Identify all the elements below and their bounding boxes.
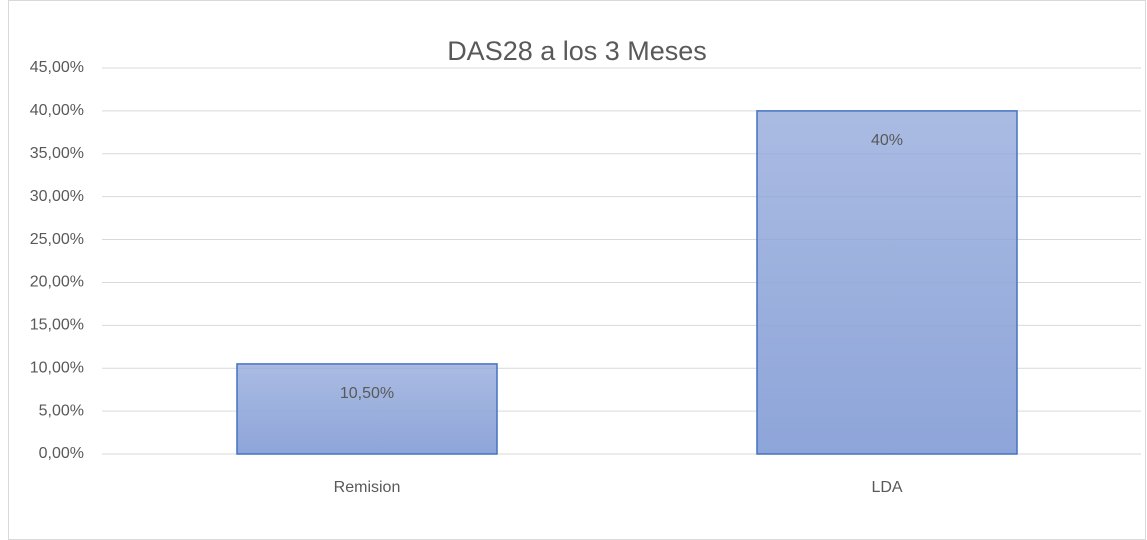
y-tick-label: 0,00% <box>39 445 84 462</box>
x-tick-label: Remision <box>334 479 401 496</box>
y-tick-label: 40,00% <box>30 102 84 119</box>
data-label: 10,50% <box>340 385 394 402</box>
x-tick-label: LDA <box>871 479 902 496</box>
y-tick-label: 45,00% <box>30 59 84 76</box>
y-tick-label: 10,00% <box>30 359 84 376</box>
y-tick-label: 25,00% <box>30 231 84 248</box>
y-tick-label: 20,00% <box>30 274 84 291</box>
y-tick-label: 35,00% <box>30 145 84 162</box>
data-label: 40% <box>871 132 903 149</box>
y-tick-label: 5,00% <box>39 402 84 419</box>
y-tick-label: 15,00% <box>30 317 84 334</box>
bar <box>236 363 498 455</box>
bar <box>756 110 1018 455</box>
y-tick-label: 30,00% <box>30 188 84 205</box>
chart-title: DAS28 a los 3 Meses <box>447 36 707 66</box>
